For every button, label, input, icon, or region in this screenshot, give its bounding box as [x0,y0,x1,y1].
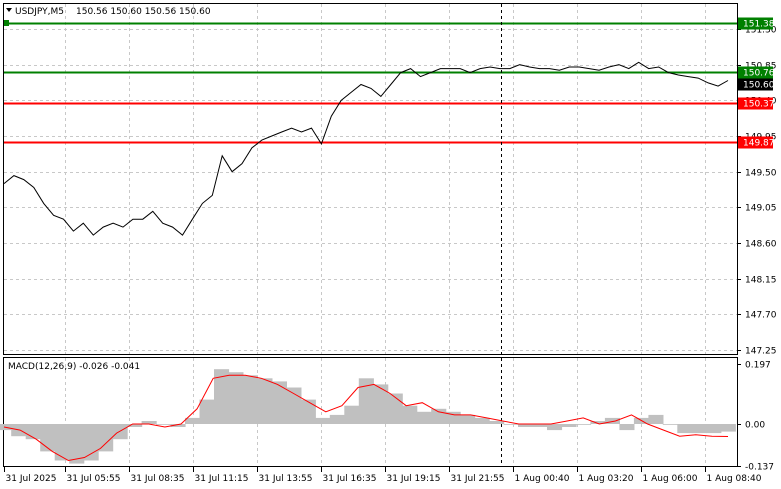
macd-bar [706,424,722,434]
level-marker [4,20,9,26]
y-tick-label: 149.05 [745,204,777,214]
macd-bar [344,405,360,424]
macd-bar [69,424,85,464]
y-tick-label: 147.25 [745,347,777,357]
macd-bar [242,375,258,424]
level-labels: 151.38 150.76 150.37 149.87 150.60 [738,17,775,149]
level-tag [738,66,773,79]
macd-y-tick-label: 0.197 [745,361,771,371]
macd-bar [662,424,678,425]
signal-line [3,374,729,462]
y-tick-label: 148.15 [745,276,777,286]
macd-bar [677,424,693,434]
macd-bar [373,384,389,424]
macd-bar [199,399,215,424]
macd-bar [547,424,563,431]
macd-y-tick-label: -0.137 [745,463,774,473]
macd-bar [300,399,316,424]
macd-bar [98,424,114,452]
macd-bar [561,424,577,427]
macd-bar [518,424,534,427]
current-price-label: 150.60 [743,81,775,91]
macd-bar [40,424,56,452]
macd-bar [286,387,302,424]
x-tick-label: 31 Jul 11:15 [195,474,249,484]
macd-bar [329,414,345,424]
macd-bar [691,424,707,434]
level-tag [738,136,773,149]
level-tag [738,17,773,30]
macd-bar [402,405,418,424]
macd-bar [54,424,70,461]
macd-bar [532,424,548,427]
x-tick-label: 31 Jul 16:35 [323,474,377,484]
macd-bar [576,424,592,425]
price-levels [4,20,737,144]
macd-bar [214,369,230,424]
macd-bar [228,372,244,424]
level-label: 150.76 [743,69,775,79]
y-tick-label: 149.50 [745,169,777,179]
macd-bar [619,424,635,431]
macd-bar [141,421,157,424]
macd-bar [156,424,172,425]
price-line [3,61,729,236]
x-tick-label: 1 Aug 03:20 [579,474,634,484]
symbol-label: USDJPY,M5 [15,7,64,17]
macd-signal-series [3,374,729,462]
macd-bar [460,414,476,424]
y-tick-label: 147.70 [745,311,777,321]
macd-bar [257,378,273,424]
macd-bar [271,381,287,424]
level-tag [738,97,773,110]
x-tick-label: 31 Jul 19:15 [387,474,441,484]
level-label: 151.38 [743,20,775,30]
chevron-down-icon[interactable] [6,8,12,12]
macd-bar [83,424,99,461]
current-price-tag [738,78,773,91]
price-series [3,61,729,236]
macd-bar [474,417,490,424]
macd-bar [127,424,143,427]
macd-bar [590,421,606,424]
macd-bar [416,411,432,424]
main-grid [4,4,737,354]
level-label: 149.87 [743,139,775,149]
y-tick-label: 148.60 [745,240,777,250]
x-tick-label: 1 Aug 00:40 [515,474,570,484]
macd-bar [387,393,403,424]
macd-y-tick-label: 0.00 [745,421,765,431]
macd-bar [604,417,620,424]
y-tick-label: 151.30 [745,26,777,36]
macd-title: MACD(12,26,9) -0.026 -0.041 [8,362,140,372]
x-tick-label: 31 Jul 2025 [6,474,57,484]
x-tick-label: 31 Jul 13:55 [259,474,313,484]
macd-bar [503,424,519,425]
x-tick-label: 31 Jul 05:55 [67,474,121,484]
macd-bar [170,424,186,427]
ohlc-values: 150.56 150.60 150.56 150.60 [76,7,211,17]
x-tick-label: 31 Jul 21:55 [451,474,505,484]
macd-bar [315,417,331,424]
macd-bar [185,417,201,424]
macd-axis: 0.197 0.00 -0.137 [737,361,774,473]
x-tick-label: 1 Aug 08:40 [707,474,762,484]
main-plot-frame [3,3,738,355]
macd-bar [720,424,736,432]
x-tick-label: 31 Jul 08:35 [131,474,185,484]
macd-bar [358,378,374,424]
level-label: 150.37 [743,100,775,110]
time-axis: 31 Jul 2025 31 Jul 05:55 31 Jul 08:35 31 Ju… [4,467,762,484]
macd-bar [25,424,41,440]
macd-bar [648,414,664,424]
x-tick-label: 1 Aug 06:00 [643,474,698,484]
macd-bar [431,408,447,424]
macd-bar [489,421,505,424]
